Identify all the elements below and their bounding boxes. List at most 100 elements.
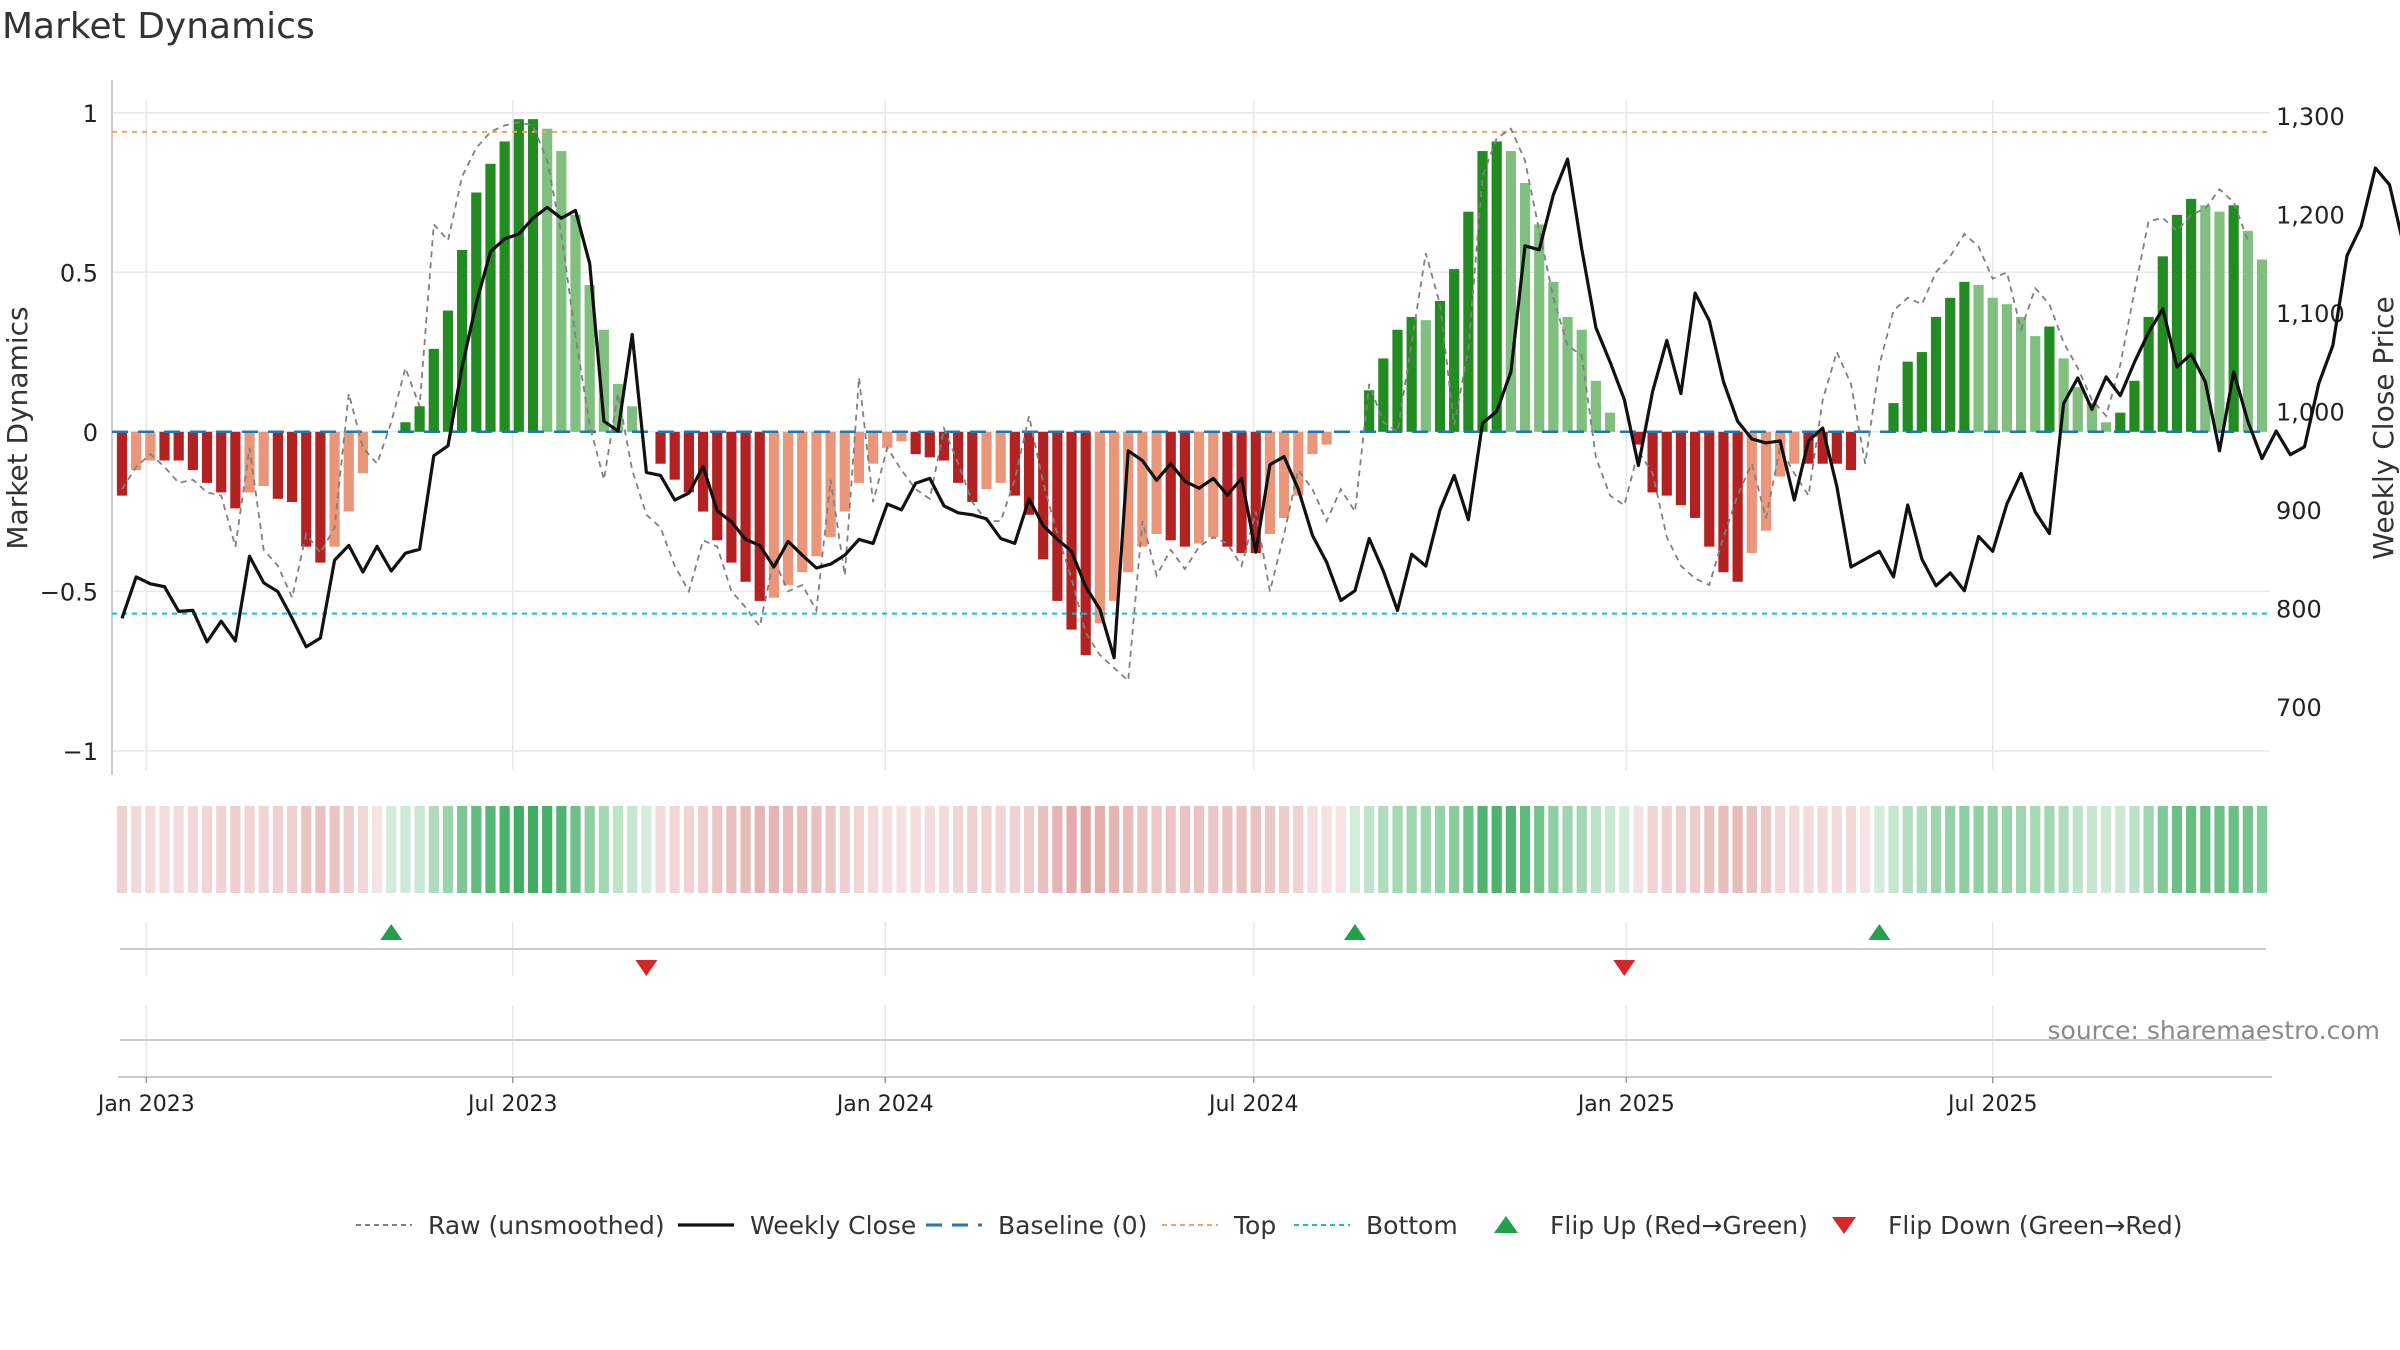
weekly-close-line <box>120 157 2400 660</box>
y2-tick-label: 900 <box>2276 497 2322 525</box>
bar <box>1945 297 1956 432</box>
bar <box>272 431 283 499</box>
x-tick-label: Jan 2025 <box>1576 1092 1675 1117</box>
bar <box>343 431 354 512</box>
bar <box>782 431 794 585</box>
bar <box>499 141 510 432</box>
strip-segment <box>1845 806 1857 893</box>
legend-label: Top <box>1233 1211 1276 1240</box>
strip-segment <box>386 806 397 893</box>
strip-segment <box>2044 806 2055 893</box>
legend-label: Flip Up (Red→Green) <box>1550 1211 1808 1240</box>
bar <box>2228 205 2239 432</box>
bar <box>655 431 666 464</box>
strip-segment <box>2115 806 2126 893</box>
strip-segment <box>2186 806 2197 893</box>
strip-segment <box>230 806 241 893</box>
bar <box>570 214 581 432</box>
strip-segment <box>2214 806 2225 893</box>
strip-segment <box>1860 806 1871 893</box>
bar <box>1505 151 1516 432</box>
bar <box>1378 358 1389 432</box>
bar <box>1760 431 1772 531</box>
bar <box>173 431 184 461</box>
bar <box>1690 431 1701 518</box>
bar <box>1916 352 1927 432</box>
strip-segment <box>457 806 468 893</box>
strip-segment <box>187 806 198 893</box>
strip-segment <box>1434 806 1446 893</box>
strip-segment <box>1066 806 1077 893</box>
bar <box>1817 431 1828 464</box>
bar <box>301 431 312 547</box>
bar <box>669 431 680 480</box>
bar <box>924 431 935 458</box>
bar <box>542 128 553 432</box>
bar <box>1279 431 1290 518</box>
bar <box>1732 431 1743 582</box>
bar <box>627 406 638 432</box>
strip-segment <box>782 806 794 893</box>
strip-segment <box>499 806 510 893</box>
bar <box>1959 281 1970 432</box>
strip-segment <box>131 806 142 893</box>
strip-segment <box>1137 806 1148 893</box>
strip-segment <box>258 806 269 893</box>
strip-segment <box>2072 806 2083 893</box>
strip-segment <box>301 806 312 893</box>
bar <box>2200 205 2211 432</box>
bar <box>2001 304 2013 432</box>
strip-segment <box>740 806 751 893</box>
strip-segment <box>1633 806 1644 893</box>
bar <box>1250 431 1261 554</box>
strip-segment <box>868 806 879 893</box>
strip-segment <box>910 806 921 893</box>
strip-segment <box>641 806 652 893</box>
bar <box>1236 431 1247 554</box>
bar <box>1108 431 1120 601</box>
bar <box>2171 214 2183 432</box>
bar <box>1038 431 1049 560</box>
strip-segment <box>1491 806 1502 893</box>
strip-segment <box>471 806 482 893</box>
strip-segment <box>1505 806 1516 893</box>
strip-segment <box>2143 806 2154 893</box>
strip-segment <box>1321 806 1332 893</box>
strip-segment <box>2256 806 2268 893</box>
strip-segment <box>1449 806 1460 893</box>
bar <box>1080 431 1091 656</box>
bar <box>513 119 524 432</box>
strip-segment <box>1831 806 1842 893</box>
strip-segment <box>839 806 850 893</box>
strip-segment <box>2101 806 2112 893</box>
bar <box>1406 316 1417 432</box>
bar <box>1548 281 1559 432</box>
strip-segment <box>1307 806 1318 893</box>
bar <box>839 431 850 512</box>
strip-segment <box>1874 806 1885 893</box>
strip-segment <box>400 806 411 893</box>
bar <box>612 383 624 432</box>
bar <box>1264 431 1276 534</box>
strip-segment <box>1661 806 1672 893</box>
bar <box>1519 182 1531 432</box>
strip-segment <box>2015 806 2027 893</box>
legend-item-raw: Raw (unsmoothed) <box>356 1211 665 1240</box>
strip-segment <box>1250 806 1261 893</box>
legend-label: Bottom <box>1366 1211 1458 1240</box>
bar <box>697 431 709 512</box>
strip-segment <box>1675 806 1687 893</box>
bar <box>187 431 198 471</box>
y-tick-label: −0.5 <box>40 578 98 606</box>
legend-item-close: Weekly Close <box>678 1211 916 1240</box>
strip-segment <box>1647 806 1658 893</box>
bar <box>1066 431 1077 630</box>
flip-up-marker <box>1343 924 1366 940</box>
y2-tick-label: 700 <box>2276 694 2322 722</box>
strip-segment <box>1420 806 1431 893</box>
strip-segment <box>527 806 539 893</box>
y2-tick-label: 1,300 <box>2276 103 2345 131</box>
flip-down-marker <box>635 960 658 976</box>
bar <box>1208 431 1219 538</box>
